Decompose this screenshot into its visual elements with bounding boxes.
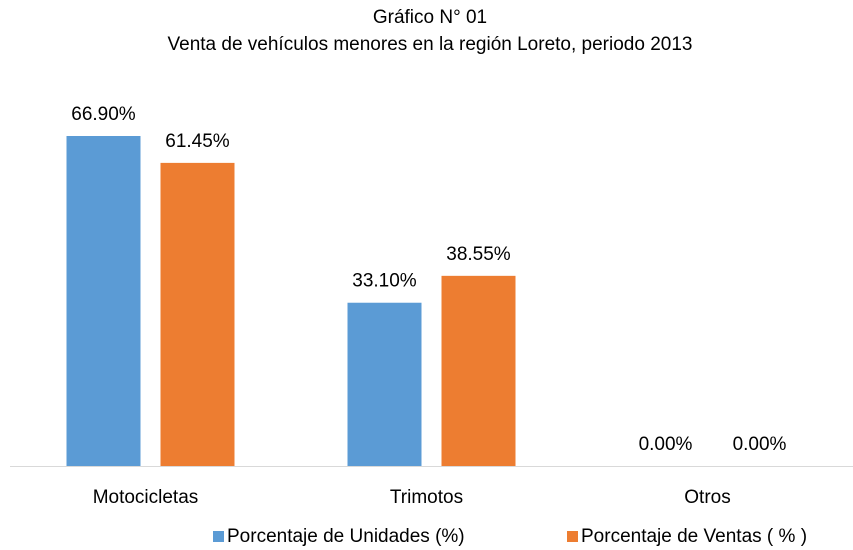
legend-swatch <box>567 531 578 542</box>
x-tick-label: Motocicletas <box>93 487 199 508</box>
value-label: 0.00% <box>733 434 787 455</box>
value-label: 38.55% <box>446 244 511 265</box>
bar <box>441 275 516 466</box>
legend-swatch <box>213 531 224 542</box>
value-label: 33.10% <box>352 271 417 292</box>
value-label: 0.00% <box>639 434 693 455</box>
value-label: 61.45% <box>165 131 230 152</box>
legend-label: Porcentaje de Ventas ( % ) <box>581 526 807 547</box>
x-tick-label: Otros <box>684 487 730 508</box>
bar <box>347 302 422 466</box>
bar <box>66 136 141 466</box>
value-label: 66.90% <box>71 104 136 125</box>
bar <box>160 162 235 466</box>
chart-subtitle: Venta de vehículos menores en la región … <box>168 34 693 55</box>
legend-label: Porcentaje de Unidades (%) <box>227 526 465 547</box>
chart-title: Gráfico N° 01 <box>373 7 487 28</box>
x-tick-label: Trimotos <box>390 487 463 508</box>
